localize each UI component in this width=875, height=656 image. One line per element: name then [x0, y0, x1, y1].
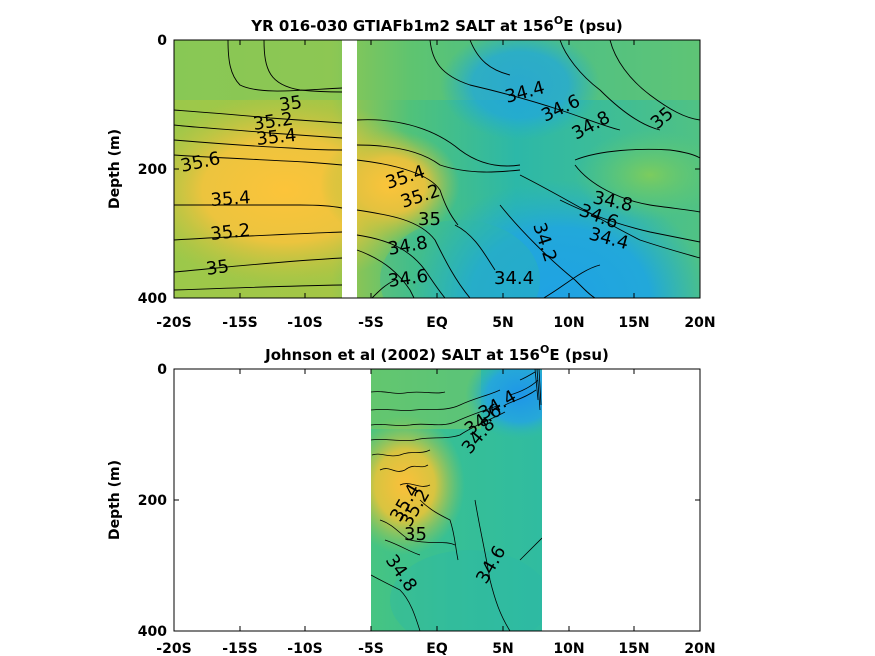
x-tick-label: 10N: [553, 641, 584, 656]
x-tick-label: -5S: [358, 641, 384, 656]
x-tick-label: EQ: [426, 315, 448, 331]
top-contour-lines: [174, 40, 700, 298]
top-y-ticks: [174, 39, 700, 299]
x-tick-label: 5N: [492, 641, 513, 656]
y-tick-label: 200: [138, 162, 167, 178]
bottom-salinity-field: 34.4 34.6 34.8 35.4 35.2 35 34.8 34.6: [371, 369, 542, 631]
top-panel: YR 016-030 GTIAFb1m2 SALT at 156OE (psu): [107, 14, 716, 331]
bottom-contour-lines: [371, 369, 542, 631]
bottom-y-axis-label: Depth (m): [107, 460, 123, 540]
x-tick-label: 5N: [492, 315, 513, 331]
x-tick-label: -10S: [287, 641, 322, 656]
x-tick-label: 20N: [684, 641, 715, 656]
x-tick-label: -15S: [222, 315, 257, 331]
x-tick-label: EQ: [426, 641, 448, 656]
y-tick-label: 0: [157, 33, 167, 49]
bottom-x-ticks: [173, 369, 701, 631]
y-tick-label: 400: [138, 624, 167, 640]
x-tick-label: -15S: [222, 641, 257, 656]
top-salinity-field: 35 35.2 35.4 35.6 35.4 35.2 35 35.4 35.2…: [174, 40, 700, 298]
top-panel-title: YR 016-030 GTIAFb1m2 SALT at 156OE (psu): [250, 14, 623, 35]
x-tick-label: -20S: [156, 641, 191, 656]
x-tick-label: 15N: [618, 315, 649, 331]
y-tick-label: 400: [138, 291, 167, 307]
x-tick-label: 15N: [618, 641, 649, 656]
bottom-panel-title: Johnson et al (2002) SALT at 156OE (psu): [264, 343, 609, 364]
x-tick-label: -10S: [287, 315, 322, 331]
contour-label: 35: [205, 256, 231, 280]
contour-label: 35: [278, 92, 304, 116]
y-tick-label: 0: [157, 362, 167, 378]
contour-label: 35: [404, 524, 427, 545]
x-tick-label: -5S: [358, 315, 384, 331]
bottom-y-ticks: [174, 368, 700, 632]
top-data-gap: [342, 40, 357, 298]
x-tick-label: -20S: [156, 315, 191, 331]
bottom-panel: Johnson et al (2002) SALT at 156OE (psu): [107, 343, 716, 656]
contour-label: 35.4: [210, 187, 251, 211]
x-tick-label: 10N: [553, 315, 584, 331]
contour-label: 34.4: [494, 268, 534, 289]
contour-label: 35.4: [255, 125, 297, 150]
top-y-axis-label: Depth (m): [107, 129, 123, 209]
contour-label: 35.2: [209, 220, 251, 245]
contour-label: 35: [418, 209, 441, 230]
top-x-ticks: [173, 40, 701, 298]
y-tick-label: 200: [138, 493, 167, 509]
x-tick-label: 20N: [684, 315, 715, 331]
